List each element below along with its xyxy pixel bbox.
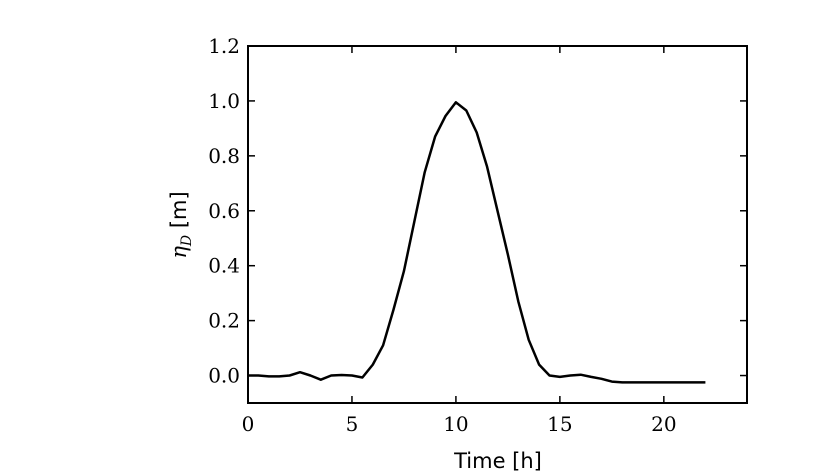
y-tick-label: 0.0 <box>208 364 240 388</box>
svg-text:ηD [m]: ηD [m] <box>167 191 195 258</box>
y-tick-label: 0.4 <box>208 254 240 278</box>
plot-frame <box>247 45 748 404</box>
plot-area <box>248 46 747 403</box>
y-tick-label: 1.2 <box>208 34 240 58</box>
y-axis-subscript: D <box>179 235 195 247</box>
tick-labels: 0 5 10 15 20 0.0 0.2 0.4 0.6 0.8 1.0 1.2 <box>208 34 676 436</box>
y-axis-label: ηD [m] <box>167 191 195 258</box>
y-axis-symbol: η <box>167 246 191 259</box>
y-tick-label: 0.6 <box>208 199 240 223</box>
y-axis-unit: [m] <box>167 191 191 228</box>
data-line <box>248 101 706 384</box>
y-tick-label: 0.2 <box>208 309 240 333</box>
x-tick-label: 20 <box>651 412 676 436</box>
x-tick-label: 15 <box>547 412 572 436</box>
x-tick-label: 10 <box>443 412 468 436</box>
x-tick-label: 0 <box>242 412 255 436</box>
y-tick-label: 0.8 <box>208 144 240 168</box>
x-tick-label: 5 <box>346 412 359 436</box>
y-tick-label: 1.0 <box>208 89 240 113</box>
y-axis-space <box>167 228 191 235</box>
x-axis-label: Time [h] <box>453 449 542 473</box>
